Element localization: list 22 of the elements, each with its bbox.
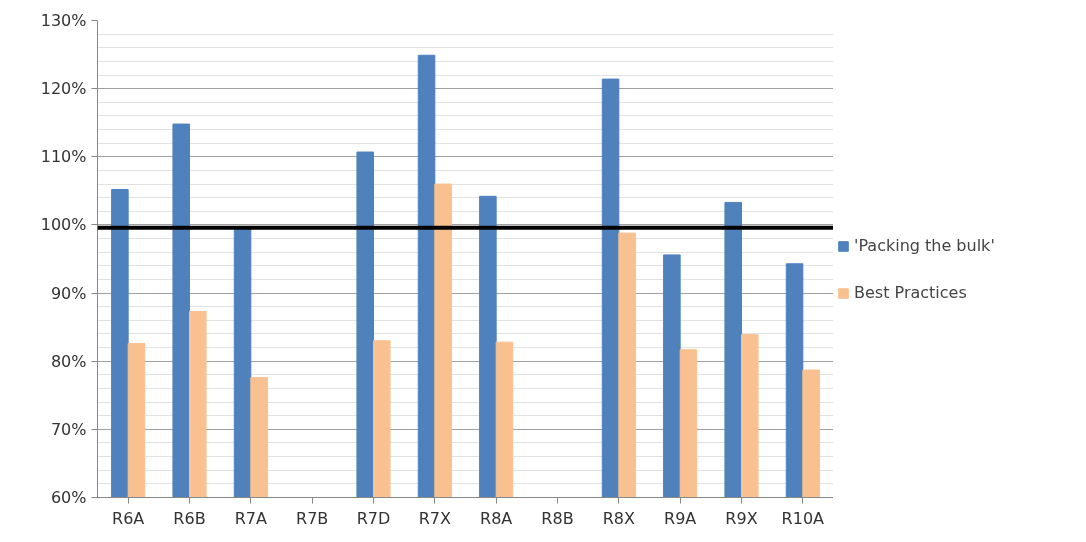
legend-label: 'Packing the bulk': [854, 236, 995, 255]
x-tick-label: R8A: [480, 508, 513, 528]
y-tick-label: 60%: [50, 488, 87, 507]
y-tick-label: 90%: [50, 283, 87, 303]
y-tick-label: 100%: [40, 215, 87, 235]
x-tick-label: R7X: [418, 508, 451, 528]
legend-label: Best Practices: [854, 283, 967, 302]
x-tick-label: R10A: [781, 508, 825, 528]
y-tick-label: 110%: [40, 147, 87, 167]
y-tick-label: 70%: [50, 419, 87, 439]
y-tick-label: 80%: [50, 351, 87, 371]
x-tick-label: R6A: [112, 508, 145, 528]
x-tick-label: R8B: [541, 508, 574, 528]
x-tick-label: R7D: [356, 508, 391, 528]
x-tick-label: R7A: [234, 508, 268, 528]
x-tick-label: R9A: [664, 508, 697, 528]
x-tick-label: R8X: [602, 508, 635, 528]
y-tick-label: 130%: [40, 11, 87, 30]
x-tick-label: R9X: [725, 508, 758, 528]
x-tick-label: R6B: [173, 508, 206, 528]
x-tick-label: R7B: [296, 508, 329, 528]
y-tick-label: 120%: [40, 79, 87, 99]
